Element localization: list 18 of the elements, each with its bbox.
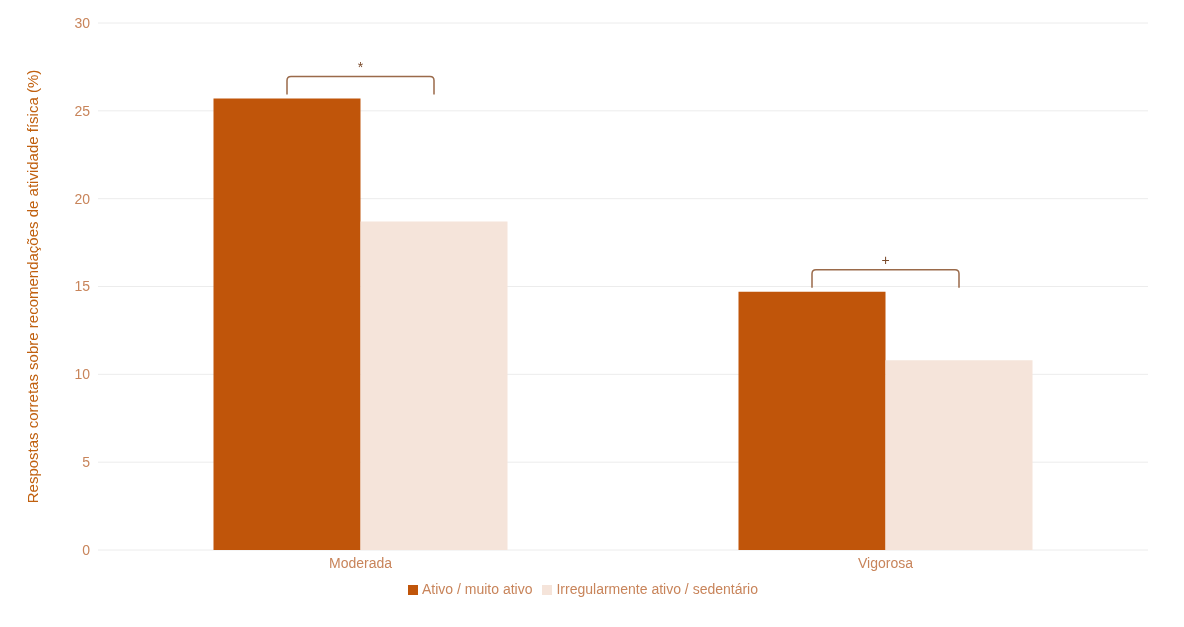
x-tick-label: Vigorosa — [857, 554, 914, 571]
y-axis-title: Respostas corretas sobre recomendações de atividade física (%) — [24, 69, 42, 504]
y-tick-label: 25 — [74, 102, 91, 119]
annotation: * — [357, 58, 364, 75]
legend-label: Irregularmente ativo / sedentário — [556, 581, 759, 597]
bar — [885, 360, 1033, 550]
bar — [360, 221, 508, 550]
x-tick-label: Moderada — [328, 554, 393, 571]
y-tick-label: 15 — [74, 278, 91, 295]
y-tick-label: 30 — [74, 14, 91, 31]
annotation: + — [881, 251, 890, 268]
legend-label: Ativo / muito ativo — [421, 581, 533, 597]
bar — [738, 291, 886, 550]
bar — [213, 98, 361, 550]
y-tick-label: 10 — [74, 366, 91, 383]
y-tick-label: 5 — [82, 454, 91, 471]
y-tick-label: 20 — [74, 190, 91, 207]
y-tick-label: 0 — [82, 541, 91, 558]
